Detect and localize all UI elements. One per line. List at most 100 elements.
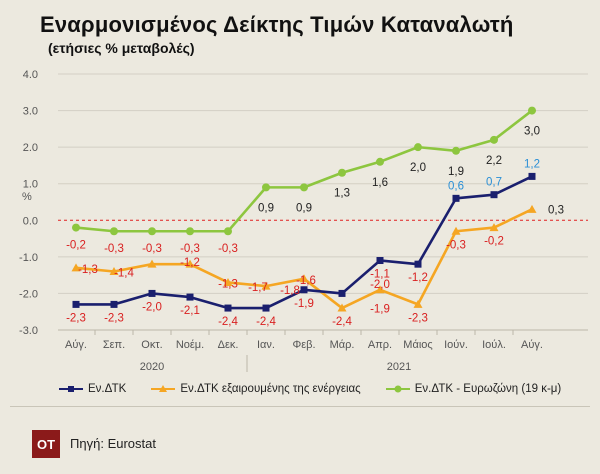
y-tick-label: -3.0 — [19, 325, 38, 337]
label-eurozone: 1,6 — [372, 177, 388, 189]
point-marker — [299, 274, 309, 283]
point-marker — [452, 194, 460, 202]
y-axis-label: % — [22, 191, 32, 203]
label-core: -1,6 — [296, 275, 316, 287]
y-tick-label: 3.0 — [23, 106, 38, 118]
label-core: -1,3 — [78, 264, 98, 276]
label-hicp: -2,3 — [104, 312, 124, 324]
point-marker — [262, 183, 270, 192]
series-group — [71, 106, 537, 312]
y-tick-label: 1.0 — [23, 179, 38, 191]
x-tick-label: Αύγ. — [65, 339, 87, 351]
point-marker — [223, 277, 233, 286]
label-extra: -0,3 — [142, 243, 162, 255]
chart-subtitle: (ετήσιες % μεταβολές) — [48, 40, 195, 56]
y-tick-label: 4.0 — [23, 69, 38, 81]
label-core: -2,4 — [332, 316, 352, 328]
point-marker — [300, 183, 308, 192]
data-labels: -2,3 -2,3 -2,0 -2,1 -2,4 -2,4 -1,9 -1,1 -1,2 0,6 0… — [66, 126, 564, 328]
chart-title: Εναρμονισμένος Δείκτης Τιμών Καταναλωτή — [40, 12, 514, 37]
point-marker — [528, 172, 536, 180]
label-hicp: -2,3 — [66, 312, 86, 324]
label-extra: -0,3 — [104, 243, 124, 255]
legend-item-eurozone[interactable]: Εν.ΔΤΚ - Ευρωζώνη (19 κ-μ) — [385, 383, 562, 395]
point-marker — [110, 300, 118, 308]
label-core: -0,2 — [484, 236, 504, 248]
point-marker — [71, 263, 81, 272]
label-core: -1,7 — [248, 282, 268, 294]
point-marker — [413, 299, 423, 308]
x-tick-label: Δεκ. — [218, 339, 239, 351]
year-label-2020: 2020 — [140, 361, 164, 373]
y-tick-label: -1.0 — [19, 252, 38, 264]
x-tick-label: Απρ. — [368, 339, 392, 351]
label-core: -1,2 — [180, 257, 200, 269]
label-eurozone: 3,0 — [524, 126, 540, 138]
point-marker — [528, 106, 536, 115]
x-tick-label: Ιούν. — [444, 339, 468, 351]
y-axis-ticks: 4.0 3.0 2.0 1.0 0.0 -1.0 -2.0 -3.0 — [19, 69, 38, 337]
point-marker — [489, 223, 499, 232]
label-hicp: 0,6 — [448, 180, 464, 192]
label-core: -2,3 — [408, 312, 428, 324]
label-core: -2,0 — [370, 279, 390, 291]
point-marker — [262, 304, 270, 312]
point-marker — [110, 227, 118, 236]
point-marker — [261, 281, 271, 290]
label-hicp: -1,1 — [370, 269, 390, 281]
point-marker — [148, 227, 156, 236]
legend: Εν.ΔΤΚ Εν.ΔΤΚ εξαιρουμένης της ενέργειας… — [58, 378, 583, 400]
label-extra: -0,3 — [180, 243, 200, 255]
legend-item-core[interactable]: Εν.ΔΤΚ εξαιρουμένης της ενέργειας — [150, 383, 361, 395]
label-hicp: -2,1 — [180, 305, 200, 317]
point-marker — [490, 191, 498, 199]
year-label-2021: 2021 — [387, 361, 411, 373]
legend-label-eurozone: Εν.ΔΤΚ - Ευρωζώνη (19 κ-μ) — [414, 383, 562, 395]
x-tick-label: Μάιος — [403, 339, 432, 351]
label-eurozone: 1,9 — [448, 166, 464, 178]
x-tick-label: Μάρ. — [330, 339, 355, 351]
label-core: -1,3 — [218, 278, 238, 290]
point-marker — [147, 259, 157, 268]
label-hicp: -2,0 — [142, 301, 162, 313]
point-marker — [224, 304, 232, 312]
legend-line-circle-icon — [385, 385, 410, 393]
point-marker — [109, 266, 119, 275]
label-core: -1,4 — [114, 267, 134, 279]
point-marker — [148, 289, 156, 297]
legend-line-square-icon — [59, 386, 83, 392]
legend-label-hicp: Εν.ΔΤΚ — [88, 383, 127, 395]
label-hicp: -2,4 — [256, 316, 276, 328]
label-extra: -1,8 — [280, 285, 300, 297]
x-tick-label: Ιούλ. — [482, 339, 506, 351]
label-eurozone: 2,0 — [410, 162, 426, 174]
point-marker — [185, 259, 195, 268]
label-hicp: 1,2 — [524, 158, 540, 170]
legend-line-triangle-icon — [151, 385, 176, 392]
point-marker — [376, 257, 384, 265]
point-marker — [338, 289, 346, 297]
label-extra: -0,2 — [66, 239, 86, 251]
line-chart: 4.0 3.0 2.0 1.0 0.0 -1.0 -2.0 -3.0 % Αύγ. Σεπ. Οκ… — [19, 69, 588, 373]
point-marker — [527, 204, 537, 213]
y-tick-label: -2.0 — [19, 288, 38, 300]
legend-label-core: Εν.ΔΤΚ εξαιρουμένης της ενέργειας — [180, 383, 361, 395]
label-hicp: 0,7 — [486, 177, 502, 189]
x-tick-label: Ιαν. — [257, 339, 275, 351]
point-marker — [490, 135, 498, 144]
label-extra: -0,3 — [218, 243, 238, 255]
ot-logo: OT — [32, 430, 60, 458]
x-tick-label: Αύγ. — [521, 339, 543, 351]
point-marker — [338, 168, 346, 177]
legend-item-hicp[interactable]: Εν.ΔΤΚ — [58, 383, 126, 395]
point-marker — [186, 293, 194, 301]
point-marker — [72, 300, 80, 308]
point-marker — [452, 146, 460, 155]
x-tick-label: Οκτ. — [141, 339, 162, 351]
source-note: Πηγή: Eurostat — [70, 436, 156, 451]
point-marker — [376, 157, 384, 166]
x-axis-ticks: Αύγ. Σεπ. Οκτ. Νοέμ. Δεκ. Ιαν. Φεβ. Μάρ. Απρ. Μάι… — [65, 330, 543, 373]
point-marker — [375, 285, 385, 294]
label-eurozone: 0,9 — [296, 202, 312, 214]
footer-divider — [10, 406, 590, 407]
